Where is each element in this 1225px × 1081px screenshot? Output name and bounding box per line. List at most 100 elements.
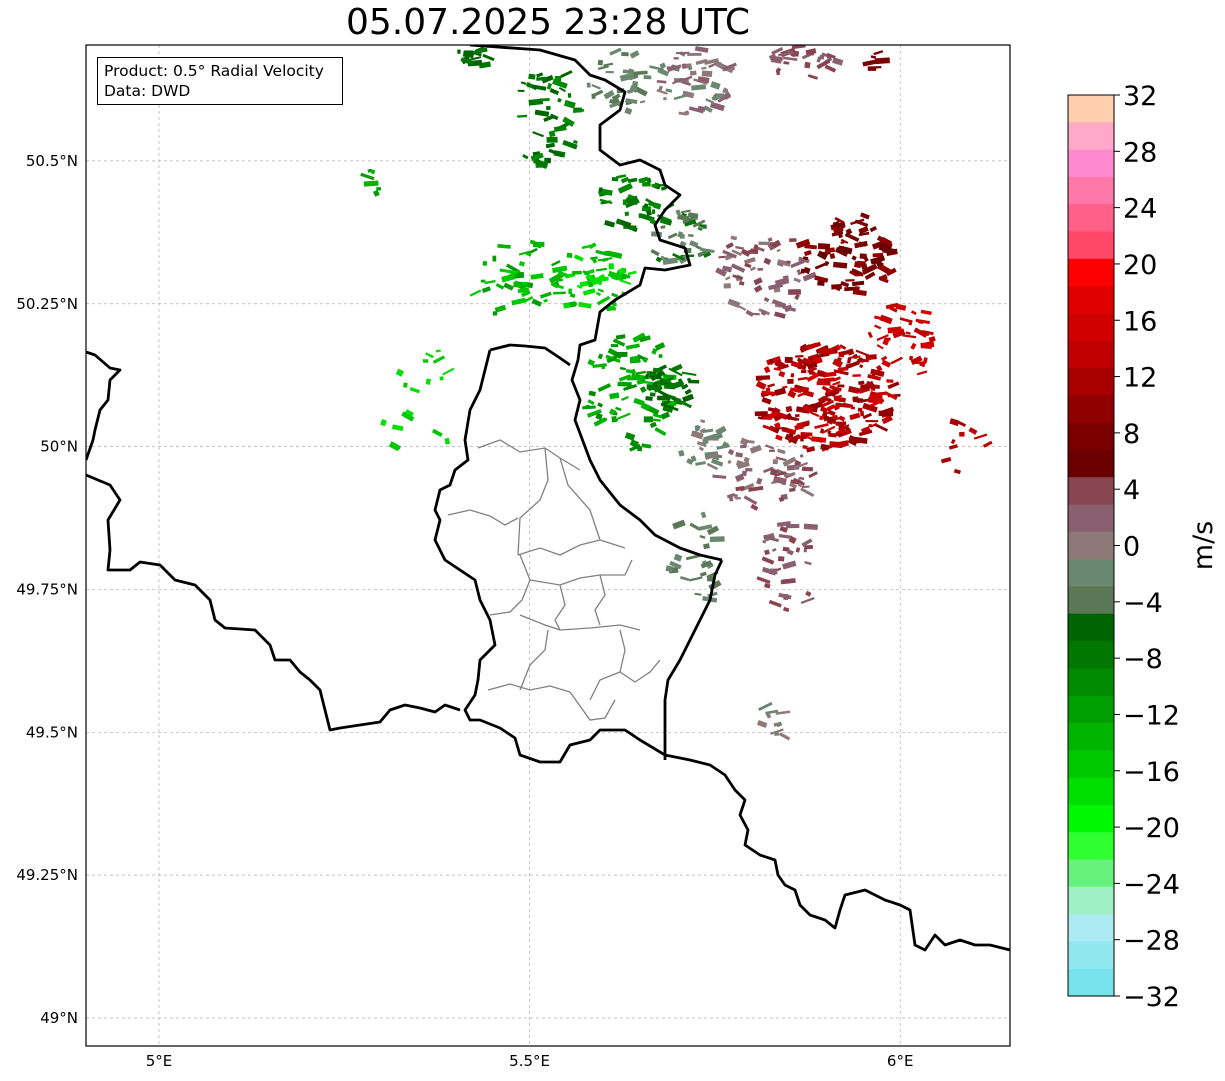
echo-cell bbox=[684, 388, 692, 395]
echo-cell bbox=[823, 371, 837, 378]
y-tick-label: 50.5°N bbox=[26, 152, 78, 170]
echo-cell bbox=[367, 168, 373, 173]
echo-cell bbox=[870, 398, 885, 408]
echo-cell bbox=[709, 536, 725, 543]
x-axis-ticks: 5°E5.5°E6°E6.5°E7°E bbox=[146, 1052, 914, 1070]
echo-cell bbox=[763, 366, 771, 374]
echo-cell bbox=[623, 384, 638, 391]
echo-cell bbox=[694, 592, 702, 596]
echo-cell bbox=[804, 61, 811, 69]
echo-cell bbox=[816, 381, 826, 386]
echo-cell bbox=[840, 241, 845, 244]
echo-cell bbox=[715, 425, 727, 436]
echo-cell bbox=[654, 342, 666, 351]
echo-cell bbox=[520, 81, 527, 85]
echo-cell bbox=[618, 374, 632, 382]
echo-cell bbox=[660, 225, 666, 230]
colorbar-band bbox=[1068, 122, 1114, 151]
echo-cell bbox=[814, 422, 829, 430]
echo-cell bbox=[788, 289, 801, 295]
echo-cell bbox=[767, 407, 776, 413]
echo-cell bbox=[782, 456, 797, 467]
echo-cell bbox=[700, 560, 713, 569]
echo-cell bbox=[639, 335, 651, 343]
echo-cell bbox=[874, 324, 882, 330]
echo-cell bbox=[658, 85, 663, 91]
echo-cell bbox=[655, 256, 662, 263]
colorbar-band bbox=[1068, 231, 1114, 260]
echo-cell bbox=[814, 275, 829, 283]
echo-cell bbox=[633, 397, 645, 406]
echo-cell bbox=[492, 311, 498, 316]
echo-cell bbox=[840, 238, 849, 244]
echo-cell bbox=[651, 348, 658, 355]
echo-cell bbox=[776, 520, 791, 527]
echo-cell bbox=[661, 376, 675, 384]
echo-cell bbox=[703, 251, 712, 258]
echo-cell bbox=[597, 65, 609, 71]
echo-cell bbox=[604, 220, 616, 228]
echo-cell bbox=[673, 57, 679, 60]
echo-cell bbox=[678, 111, 688, 116]
echo-cell bbox=[563, 99, 576, 109]
echo-cell bbox=[591, 83, 601, 90]
echo-cell bbox=[602, 276, 609, 282]
echo-cell bbox=[597, 288, 605, 293]
echo-cell bbox=[762, 540, 766, 544]
colorbar-unit-label: m/s bbox=[1188, 521, 1219, 570]
echo-cell bbox=[549, 88, 560, 96]
echo-cell bbox=[425, 378, 432, 385]
echo-cell bbox=[651, 209, 656, 215]
echo-cell bbox=[615, 351, 628, 357]
echo-cell bbox=[876, 334, 889, 341]
echo-cell bbox=[745, 309, 755, 317]
echo-cell bbox=[803, 390, 815, 398]
echo-cell bbox=[902, 334, 917, 339]
echo-cell bbox=[682, 75, 693, 82]
echo-cell bbox=[852, 374, 861, 377]
colorbar-tick-label: −24 bbox=[1123, 869, 1180, 900]
echo-cell bbox=[481, 286, 491, 294]
echo-cell bbox=[591, 273, 607, 286]
colorbar-band bbox=[1068, 559, 1114, 588]
colorbar-band bbox=[1068, 313, 1114, 342]
echo-cell bbox=[735, 485, 745, 492]
echo-cell bbox=[873, 50, 884, 56]
echo-cell bbox=[982, 440, 993, 448]
echo-cell bbox=[680, 209, 691, 214]
echo-cell bbox=[768, 599, 782, 608]
echo-cell bbox=[677, 231, 684, 238]
colorbar-tick-label: 28 bbox=[1123, 137, 1157, 168]
echo-cell bbox=[782, 56, 798, 61]
echo-cell bbox=[607, 305, 617, 311]
echo-cell bbox=[597, 402, 604, 408]
echo-cell bbox=[494, 304, 507, 313]
echo-cell bbox=[862, 59, 878, 67]
echo-cell bbox=[778, 52, 787, 57]
echo-cell bbox=[782, 606, 790, 613]
echo-cell bbox=[743, 495, 758, 505]
echo-cell bbox=[722, 249, 737, 259]
echo-cell bbox=[808, 471, 818, 479]
echo-cell bbox=[772, 459, 778, 465]
colorbar-band bbox=[1068, 941, 1114, 970]
echo-cell bbox=[592, 363, 607, 368]
echo-cell bbox=[697, 76, 710, 84]
echo-cell bbox=[595, 291, 602, 297]
echo-cell bbox=[776, 248, 781, 253]
echo-cell bbox=[727, 459, 732, 464]
echo-cell bbox=[651, 371, 666, 382]
echo-cell bbox=[586, 409, 602, 418]
echo-cell bbox=[541, 74, 554, 84]
echo-cell bbox=[649, 392, 656, 397]
echo-cell bbox=[817, 250, 828, 260]
echo-cell bbox=[838, 349, 853, 357]
echo-cell bbox=[797, 482, 803, 488]
echo-cell bbox=[710, 81, 721, 90]
echo-cell bbox=[705, 453, 718, 460]
echo-cell bbox=[439, 376, 444, 381]
colorbar-band bbox=[1068, 204, 1114, 233]
echo-cell bbox=[721, 441, 729, 449]
echo-cell bbox=[768, 282, 784, 291]
echo-cell bbox=[609, 408, 617, 416]
